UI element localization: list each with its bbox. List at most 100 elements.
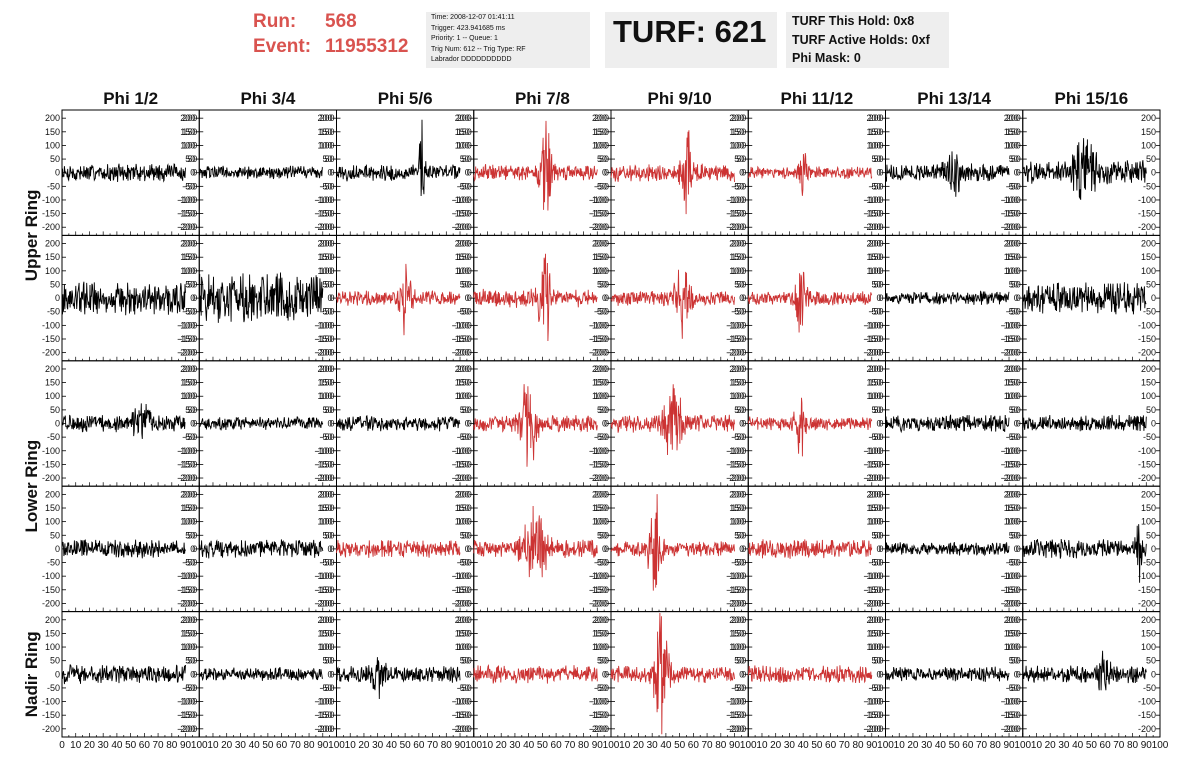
ytick-label: -200 [179,222,197,232]
ytick-label: 50 [597,530,607,540]
ytick-label: 200 [45,239,60,249]
ytick-label: 100 [45,642,60,652]
ytick-label: 0 [604,293,609,303]
ytick-label: -150 [42,459,60,469]
xtick-label: 20 [770,740,782,751]
ytick-label: -200 [591,724,609,734]
ytick-label: -50 [459,307,472,317]
ytick-label: 150 [731,378,746,388]
ytick-label: 150 [180,628,195,638]
ytick-label: 200 [594,239,609,249]
ytick-label: -200 [863,222,881,232]
xtick-label: 70 [1113,740,1125,751]
ytick-label: 0 [467,293,472,303]
ytick-label: -150 [314,459,332,469]
ytick-label: -150 [591,334,609,344]
ytick-label: -50 [731,683,744,693]
ytick-label: 150 [455,252,470,262]
ytick-label: -50 [596,432,609,442]
ytick-label: -150 [316,209,334,219]
ytick-label: -150 [454,209,472,219]
ytick-label: 200 [319,615,334,625]
ytick-label: -150 [454,334,472,344]
ytick-label: 100 [731,140,746,150]
xtick-label: 50 [537,740,549,751]
ytick-label: 50 [187,154,197,164]
ytick-label: 150 [182,127,197,137]
ytick-label: 150 [594,252,609,262]
ytick-label: -200 [865,598,883,608]
ytick-label: -100 [865,571,883,581]
ytick-label: -100 [179,446,197,456]
ytick-label: 100 [731,391,746,401]
ytick-label: 0 [1016,293,1021,303]
ytick-label: -200 [452,222,470,232]
ytick-label: -200 [177,598,195,608]
ytick-label: -150 [1138,209,1156,219]
ytick-label: 50 [322,154,332,164]
ytick-label: -100 [863,320,881,330]
ytick-label: -50 [319,181,332,191]
turf-number: TURF: 621 [613,14,767,49]
ytick-label: -150 [1138,710,1156,720]
ytick-label: -150 [589,459,607,469]
ytick-label: 50 [185,405,195,415]
ytick-label: 0 [604,419,609,429]
ytick-label: 0 [876,293,881,303]
ytick-label: 50 [1009,656,1019,666]
ytick-label: -200 [1138,222,1156,232]
ytick-label: 100 [45,140,60,150]
ytick-label: -150 [179,459,197,469]
ytick-label: -50 [1143,181,1156,191]
ytick-label: -100 [865,697,883,707]
column-title-8: Phi 15/16 [1055,89,1129,108]
ytick-label: -150 [452,459,470,469]
ytick-label: 150 [731,628,746,638]
ytick-label: 0 [467,544,472,554]
ytick-label: 0 [327,419,332,429]
event-label: Event: [253,36,312,57]
ytick-label: -50 [319,307,332,317]
ytick-label: -100 [452,195,470,205]
ytick-label: 100 [45,266,60,276]
ytick-label: 50 [599,405,609,415]
ytick-label: 100 [731,642,746,652]
ytick-label: -50 [594,307,607,317]
ytick-label: 150 [1141,628,1156,638]
ytick-label: -50 [1008,558,1021,568]
ytick-label: 100 [1006,391,1021,401]
ytick-label: 150 [592,628,607,638]
ytick-label: 200 [180,364,195,374]
ytick-label: -200 [728,348,746,358]
ytick-label: -200 [316,222,334,232]
ytick-label: -200 [728,598,746,608]
ytick-label: -100 [179,697,197,707]
waveform-r5-c5 [610,612,735,735]
ytick-label: -150 [316,334,334,344]
ytick-label: 150 [180,252,195,262]
ytick-label: -100 [1138,320,1156,330]
ytick-label: 150 [729,503,744,513]
ytick-label: 50 [736,279,746,289]
ytick-label: -50 [321,181,334,191]
ytick-label: 200 [868,239,883,249]
ytick-label: -50 [47,558,60,568]
ytick-label: 150 [319,378,334,388]
xtick-label: 80 [990,740,1002,751]
xtick-label: 30 [372,740,384,751]
ytick-label: -150 [179,209,197,219]
ytick-label: 200 [455,489,470,499]
ytick-label: 200 [457,489,472,499]
waveform-r4-c6 [747,539,873,559]
ytick-label: -200 [1138,473,1156,483]
ytick-label: 200 [868,489,883,499]
ytick-label: 0 [467,168,472,178]
waveform-r3-c7 [885,414,1010,434]
ytick-label: 150 [180,127,195,137]
ytick-label: -50 [319,432,332,442]
ytick-label: -200 [1003,222,1021,232]
ytick-label: -100 [454,697,472,707]
ytick-label: 200 [592,615,607,625]
ytick-label: -200 [179,473,197,483]
ytick-label: -200 [1138,348,1156,358]
